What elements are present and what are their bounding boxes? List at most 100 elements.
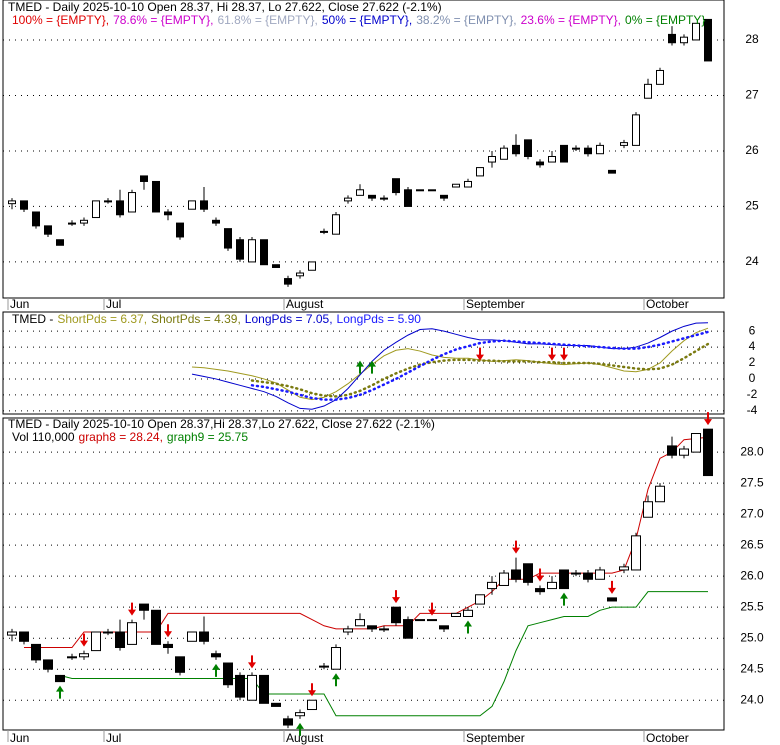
candle-body [199, 631, 209, 642]
candle-body [272, 264, 280, 268]
x-tick-label: Jun [10, 731, 29, 745]
candle-body [211, 653, 221, 658]
candle-body [608, 169, 616, 174]
candle-body [451, 612, 461, 617]
candle-body [403, 619, 413, 639]
buy-arrow [332, 673, 340, 687]
y-tick-label: 27.0 [740, 506, 764, 520]
candle-body [116, 200, 124, 216]
legend-entry: 78.6% = {EMPTY}, [113, 13, 213, 27]
chart-title: TMED - Daily 2025-10-10 Open 28.37, Hi 2… [8, 0, 442, 14]
candle-body [487, 581, 497, 590]
candle-body [511, 569, 521, 580]
candle-body [703, 428, 713, 477]
buy-arrow [212, 663, 220, 677]
series-line [24, 436, 709, 649]
series-line [59, 591, 708, 717]
candle-body [307, 699, 317, 711]
candle-body [476, 167, 484, 177]
candle-body [91, 631, 101, 652]
candle-body [127, 622, 137, 645]
candle-body [499, 572, 509, 586]
candle-body [331, 647, 341, 670]
candle-body [379, 628, 389, 631]
candle-body [643, 501, 653, 518]
sell-arrow [560, 347, 568, 361]
candle-body [284, 278, 292, 285]
y-tick-label: 27 [745, 88, 759, 102]
candle-body [584, 147, 592, 155]
sell-arrow [392, 590, 400, 604]
candle-body [440, 194, 448, 199]
candle-body [80, 219, 88, 224]
legend-entry: 38.2% = {EMPTY}, [416, 13, 516, 27]
legend-entry: ShortPds = 6.37, [57, 312, 147, 326]
candle-body [103, 631, 113, 634]
candle-body [200, 200, 208, 210]
candle-body [68, 222, 76, 225]
candle-body [139, 603, 149, 611]
legend-entry: TMED - [12, 312, 53, 326]
candle-body [115, 631, 125, 649]
candle-body [188, 200, 196, 210]
y-tick-label: 24 [745, 254, 759, 268]
candle-body [691, 433, 701, 453]
y-tick-label: 25 [745, 199, 759, 213]
candle-body [367, 625, 377, 630]
candle-body [632, 114, 640, 146]
candle-body [55, 674, 65, 683]
y-tick-label: 28 [745, 32, 759, 46]
candle-body [296, 272, 304, 277]
candle-body [463, 609, 473, 617]
candle-body [140, 175, 148, 182]
legend-entry: ShortPds = 4.39, [151, 312, 241, 326]
candle-body [475, 594, 485, 605]
legend-entry: LongPds = 5.90 [337, 312, 422, 326]
candle-body [224, 228, 232, 249]
candle-body [680, 36, 688, 44]
panel-frame [2, 417, 725, 731]
buy-arrow [368, 360, 376, 374]
candle-body [655, 485, 665, 503]
candle-body [368, 194, 376, 199]
legend-entry: 23.6% = {EMPTY}, [521, 13, 621, 27]
x-tick-label: Jun [10, 297, 29, 311]
series-line [250, 330, 710, 401]
candle-body [439, 625, 449, 630]
candle-body [212, 219, 220, 224]
candle-body [704, 18, 712, 62]
candle-body [235, 674, 245, 698]
x-tick-label: August [286, 731, 324, 745]
y-tick-label: 25.0 [740, 630, 764, 644]
y-tick-label: 26.5 [740, 537, 764, 551]
candle-body [607, 597, 617, 602]
sell-arrow [428, 602, 436, 616]
y-tick-label: 24.5 [740, 661, 764, 675]
y-tick-label: -2 [747, 387, 758, 401]
candle-body [295, 712, 305, 717]
sell-arrow [128, 602, 136, 616]
candle-body [391, 606, 401, 624]
candle-body [512, 144, 520, 155]
legend-entry: Vol 110,000 [12, 430, 75, 444]
panel-frame [2, 0, 725, 299]
candle-body [583, 572, 593, 580]
y-tick-label: 4 [749, 339, 756, 353]
y-tick-label: 24.0 [740, 692, 764, 706]
candle-body [392, 178, 400, 194]
candle-body [320, 230, 328, 233]
sell-arrow [164, 624, 172, 638]
y-tick-label: 2 [749, 355, 756, 369]
candle-body [152, 180, 160, 213]
sell-arrow [248, 655, 256, 669]
y-tick-label: 26.0 [740, 568, 764, 582]
candle-body [619, 566, 629, 571]
x-tick-label: October [646, 297, 689, 311]
candle-body [596, 144, 604, 155]
candle-body [644, 83, 652, 99]
legend: TMED - ShortPds = 6.37, ShortPds = 4.39, Lo… [12, 312, 421, 326]
legend-entry: LongPds = 7.05, [245, 312, 333, 326]
candle-body [572, 147, 580, 150]
candle-body [43, 659, 53, 670]
